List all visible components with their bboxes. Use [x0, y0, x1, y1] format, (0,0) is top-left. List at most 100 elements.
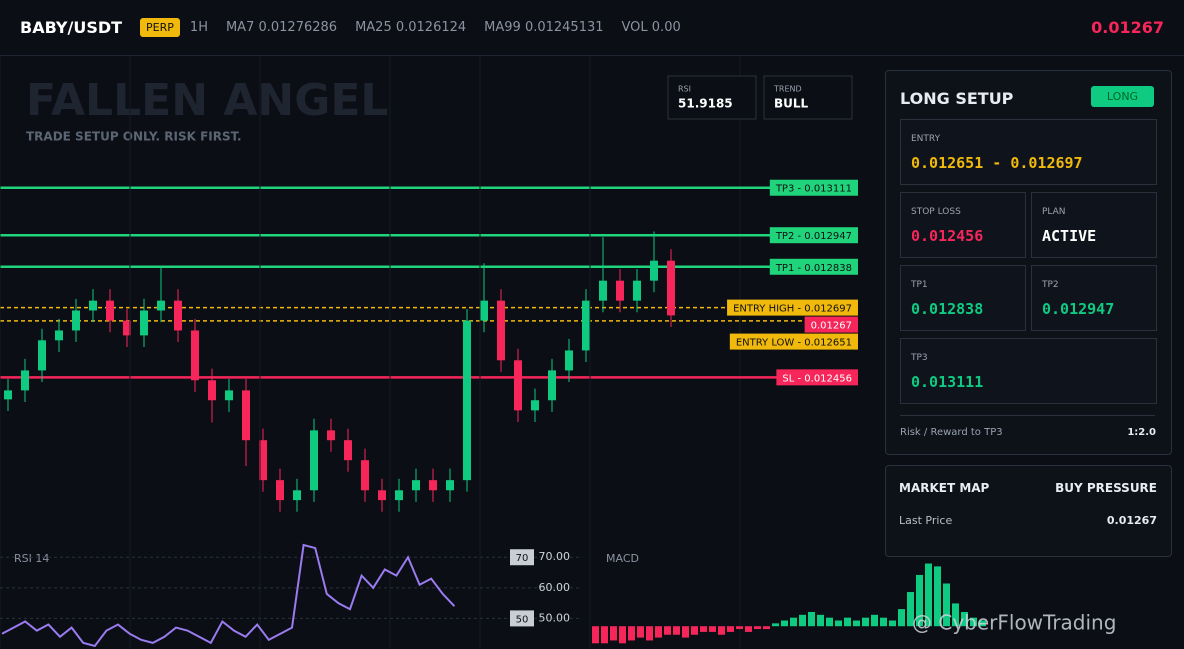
macd-bar — [673, 626, 680, 635]
level-tag: TP3 - 0.013111 — [769, 179, 858, 196]
level-badge — [769, 258, 858, 275]
rsi-badge-label: 70 — [516, 553, 529, 564]
direction-badge[interactable]: LONG — [1091, 86, 1154, 107]
stat-label: RSI — [678, 85, 691, 94]
candle-body — [38, 340, 46, 371]
candle-body — [123, 320, 131, 336]
rsi-title: RSI 14 — [14, 552, 49, 565]
macd-bar — [637, 626, 644, 638]
rsi-badge — [510, 610, 534, 627]
macd-bar — [646, 626, 653, 641]
macd-bar — [889, 620, 896, 627]
card-label: PLAN — [1042, 207, 1066, 217]
interval[interactable]: 1H — [189, 20, 208, 35]
candle-body — [429, 480, 437, 491]
candle-body — [599, 280, 607, 301]
volume: VOL 0.00 — [621, 20, 681, 35]
macd-bar — [898, 609, 905, 627]
market-title: MARKET MAP — [899, 481, 990, 495]
level-tag: 0.01267 — [804, 316, 858, 333]
candle-body — [225, 390, 233, 401]
stat-box — [667, 75, 757, 120]
card-value: 0.013111 — [911, 373, 984, 391]
candle-body — [531, 400, 539, 411]
level-label: 0.01267 — [811, 321, 852, 332]
macd-bar — [610, 626, 617, 641]
level-tag: ENTRY LOW - 0.012651 — [729, 333, 858, 350]
macd-bar — [745, 626, 752, 632]
setup-card: PLAN ACTIVE — [1031, 192, 1157, 258]
candle-body — [548, 370, 556, 401]
last-price: 0.01267 — [1091, 18, 1164, 37]
level-tag: SL - 0.012456 — [776, 369, 858, 386]
macd-bar — [628, 626, 635, 641]
candle-body — [157, 300, 165, 311]
watermark: @ CyberFlowTrading — [912, 611, 1116, 635]
level-badge — [769, 227, 858, 244]
setup-card: TP1 0.012838 — [900, 265, 1026, 331]
candle-body — [276, 480, 284, 501]
card-value: 0.012651 - 0.012697 — [911, 154, 1083, 172]
candle-body — [327, 430, 335, 441]
candle-body — [616, 280, 624, 301]
card-label: STOP LOSS — [911, 207, 961, 217]
candle-body — [72, 310, 80, 331]
macd-bar — [655, 626, 662, 638]
symbol: BABY/USDT — [20, 18, 123, 37]
rsi-line — [1, 543, 456, 648]
macd-bar — [871, 614, 878, 627]
market-status: BUY PRESSURE — [1055, 481, 1157, 495]
candle-body — [21, 370, 29, 391]
level-label: TP1 - 0.012838 — [775, 263, 852, 274]
setup-card: ENTRY 0.012651 - 0.012697 — [900, 119, 1157, 185]
macd-bar — [718, 626, 725, 635]
card-value: 0.012456 — [911, 227, 984, 245]
panel-title: LONG SETUP — [900, 89, 1014, 108]
macd-bar — [619, 626, 626, 644]
level-badge — [776, 369, 858, 386]
macd-bar — [979, 620, 986, 627]
candle-body — [310, 430, 318, 491]
candle-body — [293, 490, 301, 501]
subtitle: TRADE SETUP ONLY. RISK FIRST. — [26, 130, 242, 144]
macd-bar — [601, 626, 608, 644]
card-label: ENTRY — [911, 134, 941, 144]
candle-body — [582, 300, 590, 351]
divider — [900, 415, 1155, 416]
macd-bar — [853, 620, 860, 627]
market-panel: MARKET MAP BUY PRESSURE Last Price 0.012… — [885, 465, 1172, 557]
candle-body — [4, 390, 12, 400]
macd-bar — [880, 617, 887, 627]
macd-bar — [592, 626, 599, 644]
candle-body — [497, 300, 505, 361]
macd-bar — [844, 617, 851, 627]
macd-bar — [835, 620, 842, 627]
card-value: 0.012947 — [1042, 300, 1115, 318]
macd-bar — [934, 566, 941, 627]
macd-bar — [907, 592, 914, 627]
macd-bar — [970, 617, 977, 627]
macd-bar — [961, 611, 968, 627]
candle-body — [55, 330, 63, 341]
rr-label: Risk / Reward to TP3 — [900, 427, 1003, 438]
candle-body — [106, 300, 114, 321]
macd-bar — [925, 563, 932, 627]
candle-body — [633, 280, 641, 301]
macd-title: MACD — [606, 552, 639, 565]
macd-bar — [727, 626, 734, 632]
macd-bar — [736, 626, 743, 630]
setup-card: STOP LOSS 0.012456 — [900, 192, 1026, 258]
card-value: 0.012838 — [911, 300, 984, 318]
setup-panel: LONG SETUP LONG ENTRY 0.012651 - 0.012697… — [885, 70, 1172, 455]
level-label: ENTRY HIGH - 0.012697 — [733, 304, 852, 315]
rsi-tick-label: 70.00 — [539, 550, 571, 563]
candle-body — [140, 310, 148, 336]
candle-body — [446, 480, 454, 491]
badge: PERP — [140, 18, 180, 37]
candle-body — [191, 330, 199, 381]
macd-bar — [781, 620, 788, 627]
level-label: SL - 0.012456 — [782, 373, 852, 384]
macd-bar — [916, 574, 923, 627]
